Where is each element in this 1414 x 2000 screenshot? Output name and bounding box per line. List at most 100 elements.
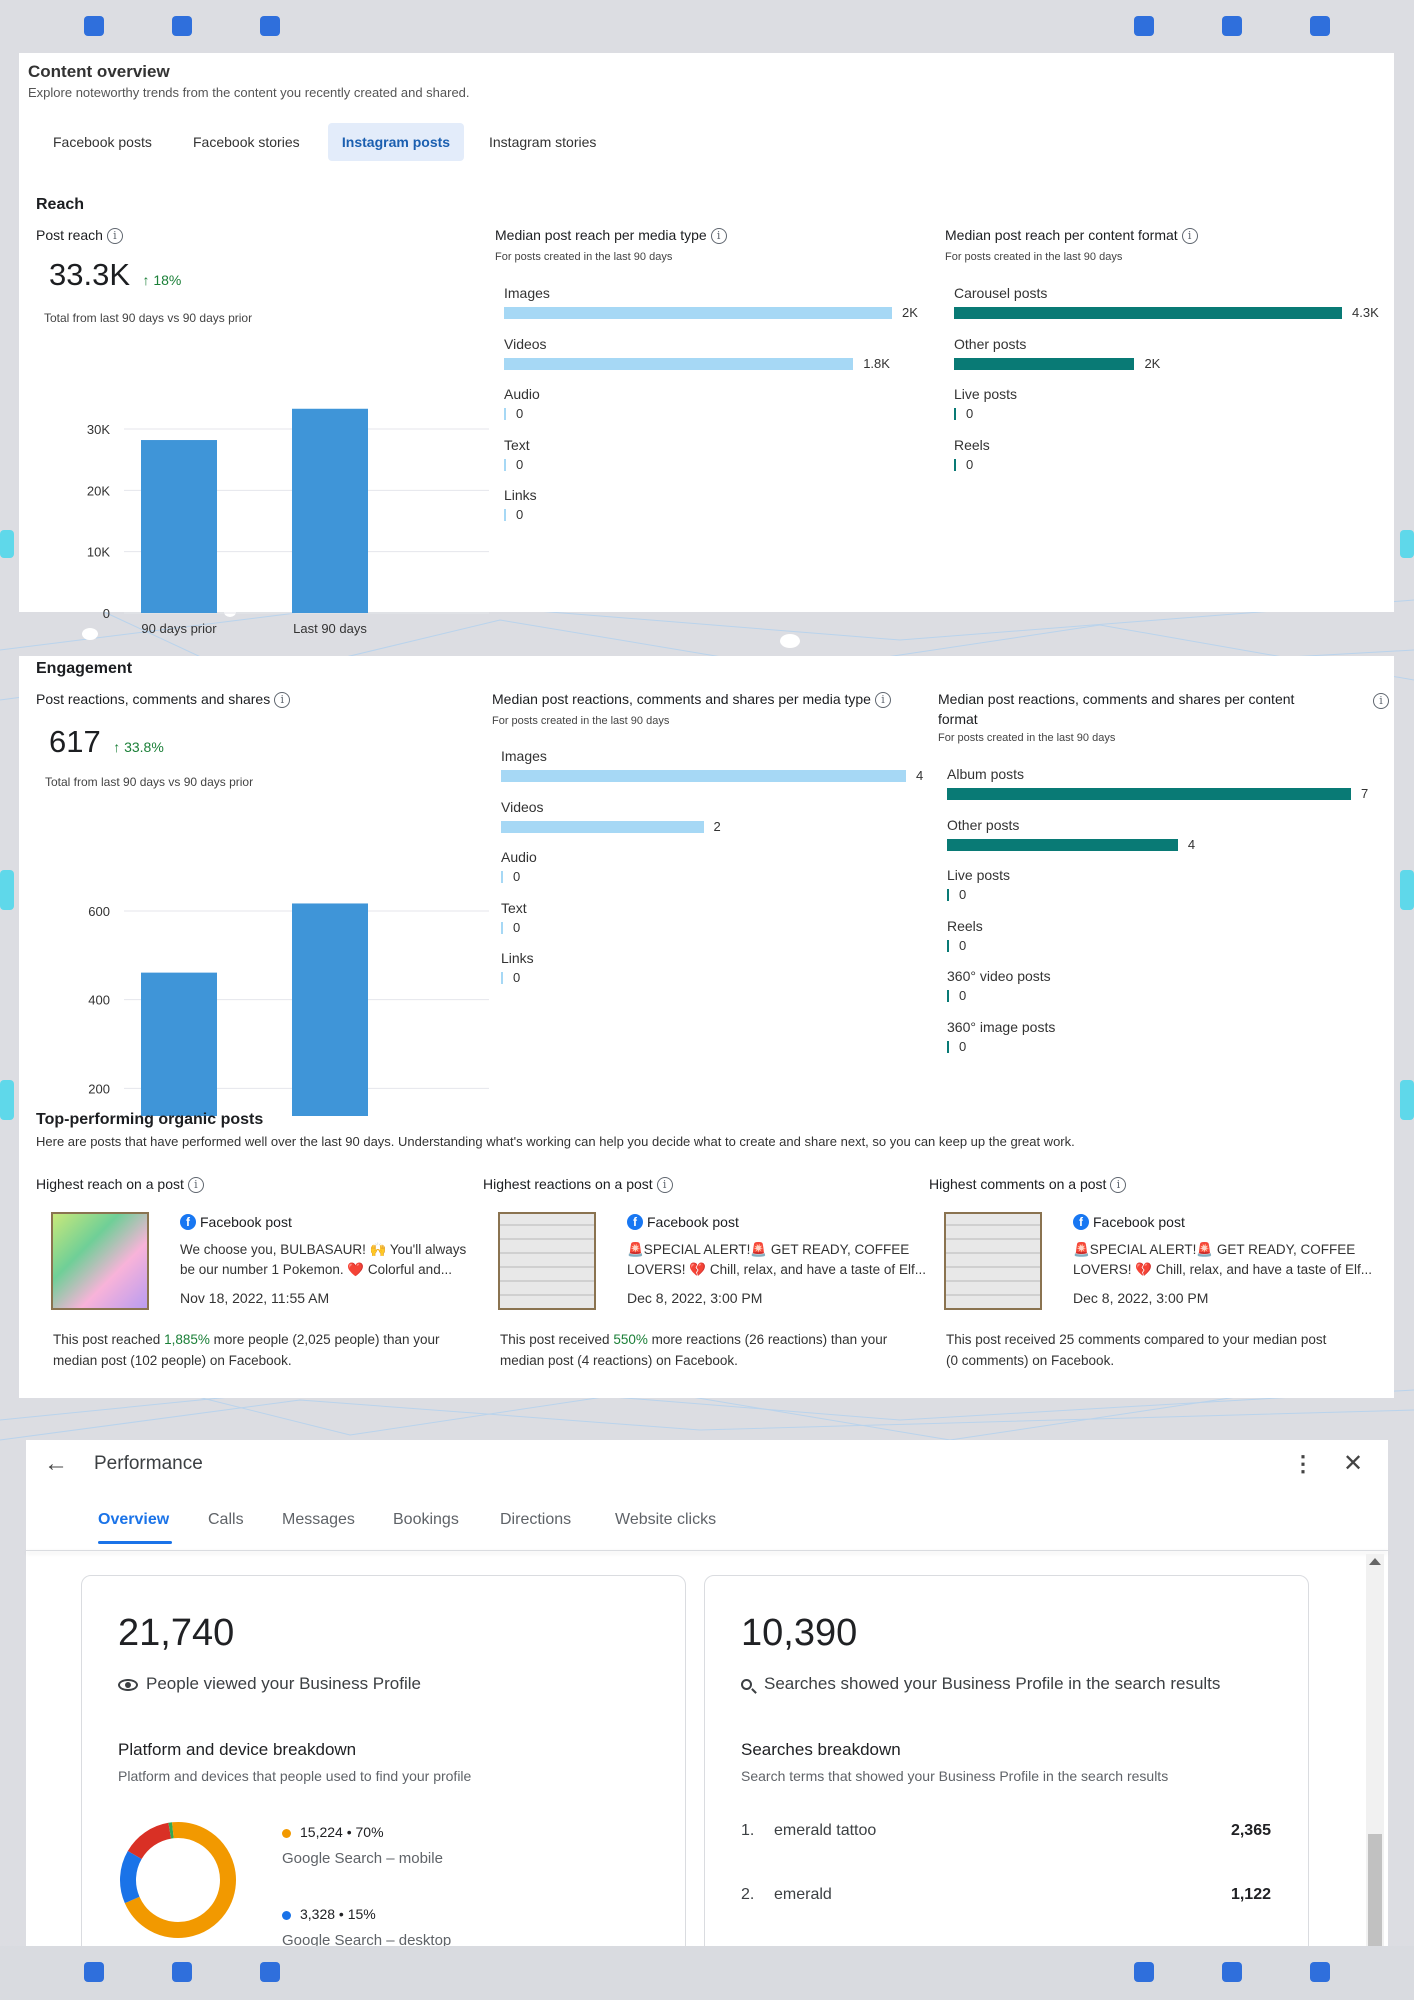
donut-slice — [120, 1822, 236, 1938]
engagement-panel: Engagement Post reactions, comments and … — [19, 656, 1394, 1398]
bar-value: 0 — [966, 456, 974, 472]
post-thumbnail[interactable] — [944, 1212, 1042, 1310]
post-card-heading-text: Highest reactions on a post — [483, 1176, 653, 1192]
page-subtitle: Explore noteworthy trends from the conte… — [28, 85, 470, 100]
summary-text: This post reached — [53, 1332, 165, 1347]
y-tick-label: 20K — [87, 483, 110, 498]
searches-label: Searches showed your Business Profile in… — [741, 1674, 1220, 1694]
info-icon[interactable]: i — [710, 228, 727, 245]
donut-slice — [120, 1822, 236, 1938]
tab-website-clicks[interactable]: Website clicks — [615, 1511, 717, 1528]
facebook-icon: f — [180, 1214, 196, 1230]
engagement-format-title-line2: format — [938, 711, 978, 727]
info-icon[interactable]: i — [874, 692, 891, 709]
info-icon[interactable]: i — [274, 692, 291, 709]
info-icon[interactable]: i — [1110, 1177, 1127, 1194]
bar — [947, 788, 1351, 800]
bar — [141, 972, 217, 1116]
bar-label: Text — [504, 436, 530, 453]
tab-facebook-posts[interactable]: Facebook posts — [53, 134, 152, 150]
bar-label: Carousel posts — [954, 285, 1048, 301]
bar-label: Album posts — [947, 766, 1025, 782]
bar-value: 0 — [516, 507, 524, 522]
post-date: Nov 18, 2022, 11:55 AM — [180, 1290, 330, 1306]
donut-slice — [120, 1822, 236, 1938]
bar-value: 2 — [713, 818, 721, 834]
active-tab-indicator — [98, 1541, 172, 1544]
post-summary-line2: median post (102 people) on Facebook. — [53, 1353, 292, 1368]
tab-calls[interactable]: Calls — [208, 1511, 244, 1528]
more-options-icon[interactable]: ⋮ — [1292, 1451, 1314, 1476]
bar — [501, 770, 906, 782]
decor-dot — [84, 1962, 104, 1982]
post-summary: This post received 25 comments compared … — [946, 1332, 1326, 1347]
views-label-text: People viewed your Business Profile — [146, 1674, 421, 1693]
close-icon[interactable]: ✕ — [1343, 1450, 1364, 1477]
tabs-divider — [26, 1550, 1388, 1551]
search-term: emerald tattoo — [774, 1822, 877, 1839]
reach-media-list: Images 2K Videos 1.8K Audio 0 Text 0 Links 0 — [504, 285, 944, 585]
reach-section-title: Reach — [36, 196, 85, 213]
post-thumbnail[interactable] — [498, 1212, 596, 1310]
bar — [954, 458, 956, 471]
post-type: Facebook post — [1093, 1214, 1185, 1230]
y-tick-label: 0 — [103, 606, 110, 621]
bar-label: Audio — [501, 849, 537, 865]
post-card-heading: Highest comments on a post i — [929, 1176, 1127, 1194]
tab-directions[interactable]: Directions — [500, 1511, 572, 1528]
legend-label: Google Search – desktop — [282, 1932, 452, 1949]
bar — [501, 921, 503, 934]
bar — [504, 357, 854, 370]
bar-value: 0 — [513, 869, 521, 884]
bar — [501, 820, 704, 833]
info-icon[interactable]: i — [106, 228, 123, 245]
post-card-heading-text: Highest comments on a post — [929, 1176, 1107, 1192]
tab-instagram-stories[interactable]: Instagram stories — [489, 134, 597, 150]
info-icon[interactable]: i — [1181, 228, 1198, 245]
bar-value: 0 — [959, 887, 967, 902]
info-icon[interactable]: i — [1373, 693, 1389, 709]
bar-value: 4 — [1187, 836, 1196, 852]
bar-value: 4.3K — [1352, 305, 1379, 320]
y-tick-label: 600 — [88, 904, 110, 919]
legend-value: 3,328 • 15% — [300, 1906, 376, 1922]
engagement-metric-number: 617 — [49, 724, 101, 759]
bar-value: 1.8K — [863, 355, 890, 371]
reach-bar-chart: 0 10K 20K 30K 90 days prior Last 90 days — [87, 408, 489, 636]
scrollbar-track[interactable] — [1366, 1554, 1384, 1946]
scroll-up-arrow-icon[interactable] — [1369, 1558, 1381, 1565]
back-arrow-icon[interactable]: ← — [44, 1450, 68, 1477]
platform-legend: 15,224 • 70% Google Search – mobile 3,328 … — [282, 1824, 642, 1949]
post-type: Facebook post — [647, 1214, 739, 1230]
post-summary-line2: (0 comments) on Facebook. — [946, 1353, 1115, 1368]
bar — [501, 871, 503, 883]
post-date: Dec 8, 2022, 3:00 PM — [1073, 1290, 1209, 1306]
reach-media-title: Median post reach per media type i — [495, 227, 727, 245]
bar-label: Text — [501, 899, 527, 916]
y-tick-label: 400 — [88, 993, 110, 1008]
tab-facebook-stories[interactable]: Facebook stories — [193, 134, 300, 150]
info-icon[interactable]: i — [656, 1177, 673, 1194]
bar-value: 0 — [513, 970, 521, 985]
search-rank: 2. — [741, 1886, 755, 1903]
tab-bookings[interactable]: Bookings — [393, 1511, 459, 1528]
x-tick-label: Last 90 days — [293, 621, 367, 636]
bar-label: Videos — [501, 798, 544, 815]
tab-overview[interactable]: Overview — [98, 1511, 170, 1528]
engagement-media-title-text: Median post reactions, comments and shar… — [492, 691, 871, 707]
bar-value: 0 — [959, 988, 967, 1003]
scrollbar-thumb[interactable] — [1368, 1834, 1382, 1946]
searches-card: 10,390 Searches showed your Business Pro… — [704, 1575, 1309, 1975]
y-tick-label: 30K — [87, 422, 110, 437]
post-summary: This post received 550% more reactions (… — [500, 1332, 887, 1347]
post-thumbnail[interactable] — [51, 1212, 149, 1310]
summary-text: This post received — [500, 1332, 614, 1347]
post-card-heading-text: Highest reach on a post — [36, 1176, 184, 1192]
decor-dot — [1134, 1962, 1154, 1982]
bar-label: 360° image posts — [947, 1018, 1056, 1035]
info-icon[interactable]: i — [187, 1177, 204, 1194]
tab-messages[interactable]: Messages — [282, 1511, 355, 1528]
tab-instagram-posts[interactable]: Instagram posts — [328, 123, 464, 161]
search-rank: 1. — [741, 1822, 755, 1839]
